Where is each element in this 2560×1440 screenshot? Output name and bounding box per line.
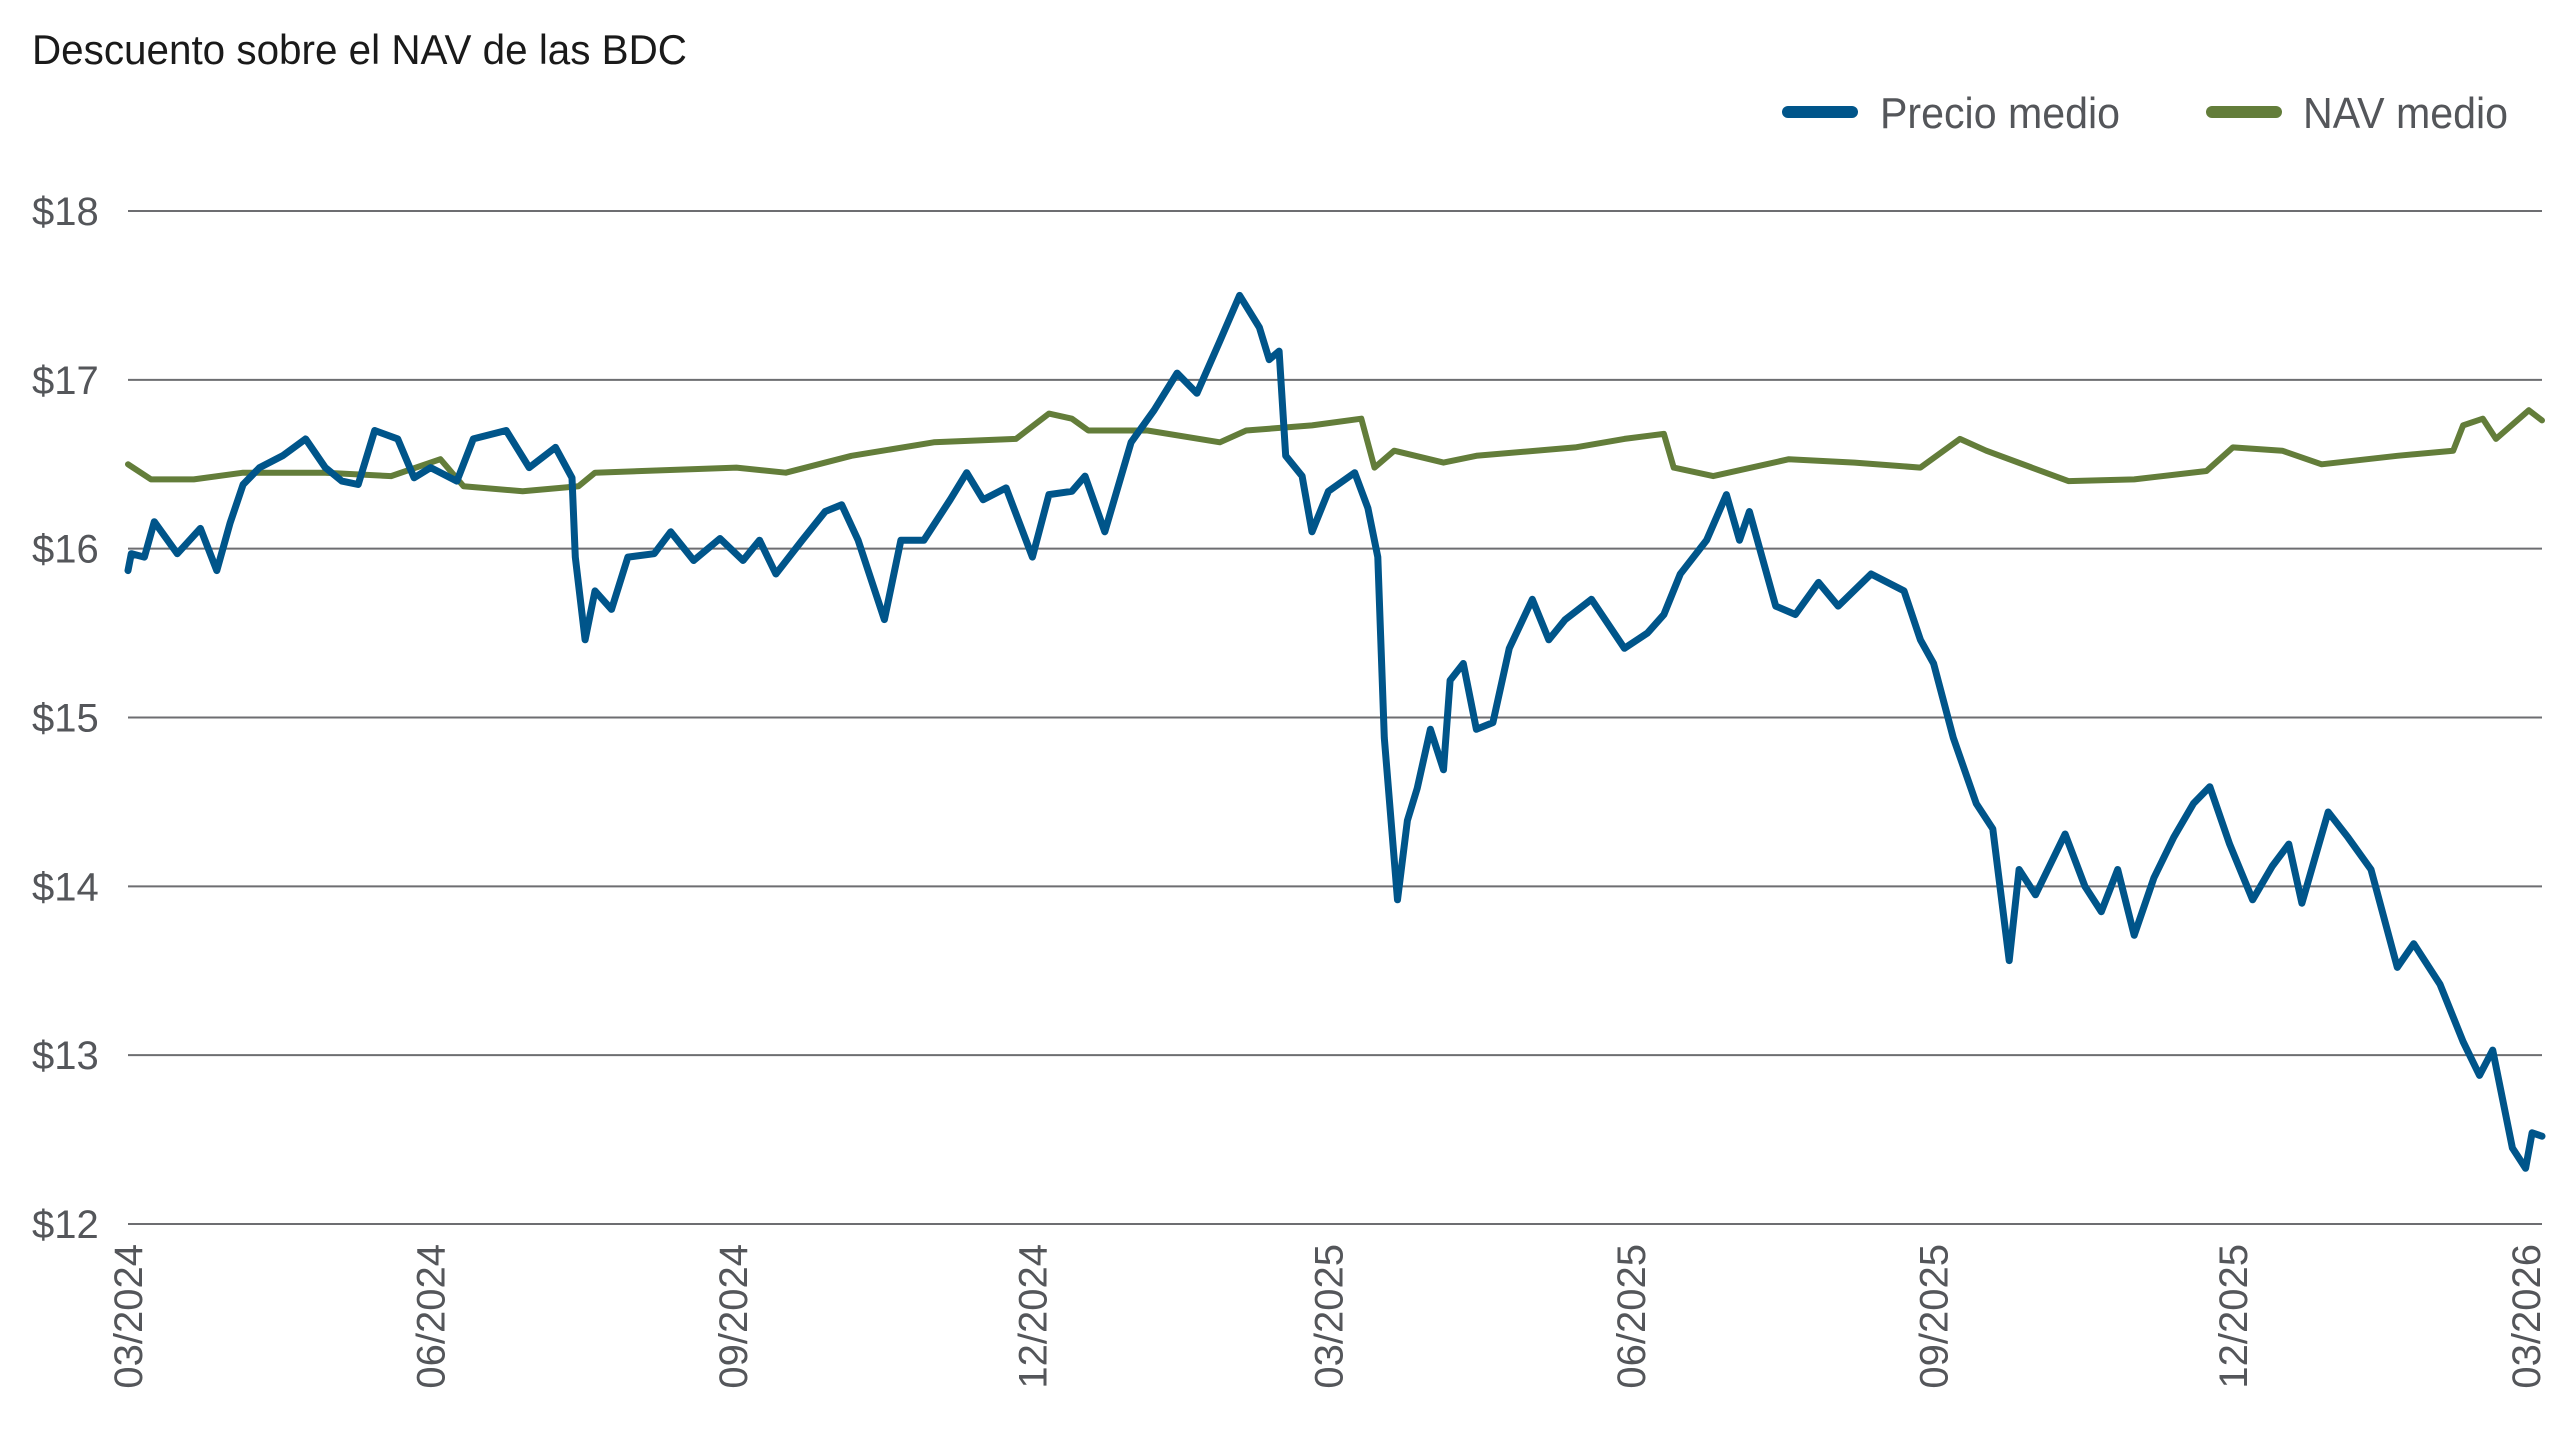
y-axis: $12 $13 $14 $15 $16 $17 $18 [32, 190, 99, 1247]
x-axis: 03/2024 06/2024 09/2024 12/2024 03/2025 06/20… [107, 1244, 2549, 1389]
y-tick-label: $14 [32, 865, 99, 909]
y-tick-label: $12 [32, 1203, 99, 1247]
x-tick-label: 09/2024 [712, 1244, 756, 1389]
x-tick-label: 12/2024 [1011, 1244, 1055, 1389]
legend-label-nav-medio: NAV medio [2303, 89, 2508, 138]
series-line-nav-medio [125, 407, 2545, 495]
legend-label-precio-medio: Precio medio [1880, 89, 2120, 138]
x-tick-label: 12/2025 [2212, 1244, 2256, 1389]
gridlines [128, 210, 2542, 1225]
x-tick-label: 03/2026 [2505, 1244, 2549, 1389]
y-tick-label: $13 [32, 1034, 99, 1078]
y-tick-label: $18 [32, 190, 99, 234]
y-tick-label: $15 [32, 697, 99, 741]
legend: Precio medio NAV medio [1782, 89, 2508, 138]
chart-title: Descuento sobre el NAV de las BDC [32, 26, 687, 73]
series-line-precio-medio [124, 291, 2546, 1172]
series-lines [124, 291, 2546, 1172]
x-tick-label: 09/2025 [1913, 1244, 1957, 1389]
x-tick-label: 03/2025 [1307, 1244, 1351, 1389]
y-tick-label: $16 [32, 528, 99, 572]
x-tick-label: 06/2024 [410, 1244, 454, 1389]
y-tick-label: $17 [32, 359, 99, 403]
x-tick-label: 06/2025 [1610, 1244, 1654, 1389]
x-tick-label: 03/2024 [107, 1244, 151, 1389]
